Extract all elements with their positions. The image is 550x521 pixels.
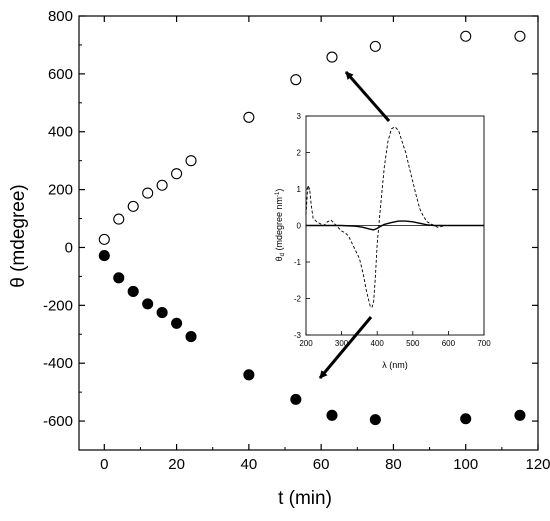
inset-plot: 200 300 400 500 600 700 -3 -2 -1 0 1 2 3 λ (nm) θd (… bbox=[274, 108, 492, 370]
inset-y-subscript: d bbox=[280, 253, 286, 256]
filled-data-point bbox=[243, 369, 255, 381]
inset-x-axis-title: λ (nm) bbox=[382, 360, 408, 370]
main-plot: 0 20 40 60 80 100 120-600-400-2000200400600800… bbox=[8, 8, 550, 509]
arrow-to-filled-series bbox=[318, 316, 373, 379]
open-data-point bbox=[460, 30, 472, 42]
y-tick-label: 600 bbox=[48, 66, 73, 83]
inset-y-tick-label: -2 bbox=[294, 295, 302, 304]
inset-y-symbol: θ bbox=[274, 256, 284, 261]
open-data-point bbox=[369, 40, 381, 52]
x-tick-label: 100 bbox=[453, 456, 478, 473]
filled-data-point bbox=[142, 298, 154, 310]
y-tick-label: -600 bbox=[43, 413, 73, 430]
arrow-to-open-series bbox=[344, 71, 391, 122]
filled-data-point bbox=[156, 307, 168, 319]
open-data-point bbox=[243, 111, 255, 123]
y-tick-label: 800 bbox=[48, 8, 73, 25]
inset-x-tick-label: 500 bbox=[406, 339, 420, 348]
filled-data-point bbox=[514, 409, 526, 421]
open-data-point bbox=[113, 213, 125, 225]
inset-x-tick-label: 700 bbox=[477, 339, 491, 348]
inset-x-tick-label: 300 bbox=[335, 339, 349, 348]
inset-y-superscript: -1 bbox=[275, 191, 281, 197]
inset-y-tick-label: 0 bbox=[297, 222, 302, 231]
open-data-point bbox=[185, 155, 197, 167]
filled-data-point bbox=[113, 272, 125, 284]
filled-data-point bbox=[460, 413, 472, 425]
y-tick-label: 200 bbox=[48, 182, 73, 199]
x-tick-label: 40 bbox=[241, 456, 258, 473]
filled-data-point bbox=[127, 285, 139, 297]
inset-x-tick-label: 200 bbox=[299, 339, 313, 348]
inset-y-close: ) bbox=[274, 189, 284, 192]
plot-frame bbox=[78, 15, 539, 451]
y-axis-title: θ (mdegree) bbox=[8, 184, 29, 288]
inset-x-tick-label: 400 bbox=[371, 339, 385, 348]
x-tick-label: 120 bbox=[525, 456, 550, 473]
open-data-point bbox=[171, 168, 183, 180]
open-data-point bbox=[98, 233, 110, 245]
inset-y-tick-label: 2 bbox=[297, 149, 302, 158]
inset-solid-curve bbox=[306, 220, 484, 231]
y-tick-label: 400 bbox=[48, 124, 73, 141]
inset-dashed-curve bbox=[305, 126, 484, 309]
filled-data-point bbox=[290, 393, 302, 405]
x-axis-title: t (min) bbox=[278, 488, 332, 509]
filled-data-point bbox=[185, 331, 197, 343]
filled-data-point bbox=[326, 409, 338, 421]
filled-data-point bbox=[98, 250, 110, 262]
x-tick-label: 60 bbox=[313, 456, 330, 473]
open-data-point bbox=[156, 179, 168, 191]
y-tick-label: -200 bbox=[43, 297, 73, 314]
open-data-point bbox=[290, 74, 302, 86]
inset-y-units: (mdegree nm bbox=[274, 197, 284, 253]
x-tick-label: 20 bbox=[168, 456, 185, 473]
filled-data-point bbox=[369, 414, 381, 426]
inset-y-tick-label: 3 bbox=[297, 112, 302, 121]
open-data-point bbox=[514, 30, 526, 42]
x-tick-label: 80 bbox=[385, 456, 402, 473]
x-tick-label: 0 bbox=[100, 456, 108, 473]
open-data-point bbox=[142, 187, 154, 199]
inset-y-tick-label: 1 bbox=[297, 185, 302, 194]
open-data-point bbox=[326, 51, 338, 63]
y-tick-label: 0 bbox=[65, 239, 73, 256]
inset-x-tick-label: 600 bbox=[442, 339, 456, 348]
inset-y-tick-label: -1 bbox=[294, 258, 302, 267]
inset-background bbox=[298, 108, 492, 346]
inset-y-axis-title: θd (mdegree nm-1) bbox=[274, 189, 286, 262]
filled-data-point bbox=[171, 317, 183, 329]
inset-y-tick-label: -3 bbox=[294, 331, 302, 340]
main-points bbox=[98, 30, 526, 426]
open-data-point bbox=[127, 200, 139, 212]
y-tick-label: -400 bbox=[43, 355, 73, 372]
inset-lines bbox=[305, 126, 484, 309]
